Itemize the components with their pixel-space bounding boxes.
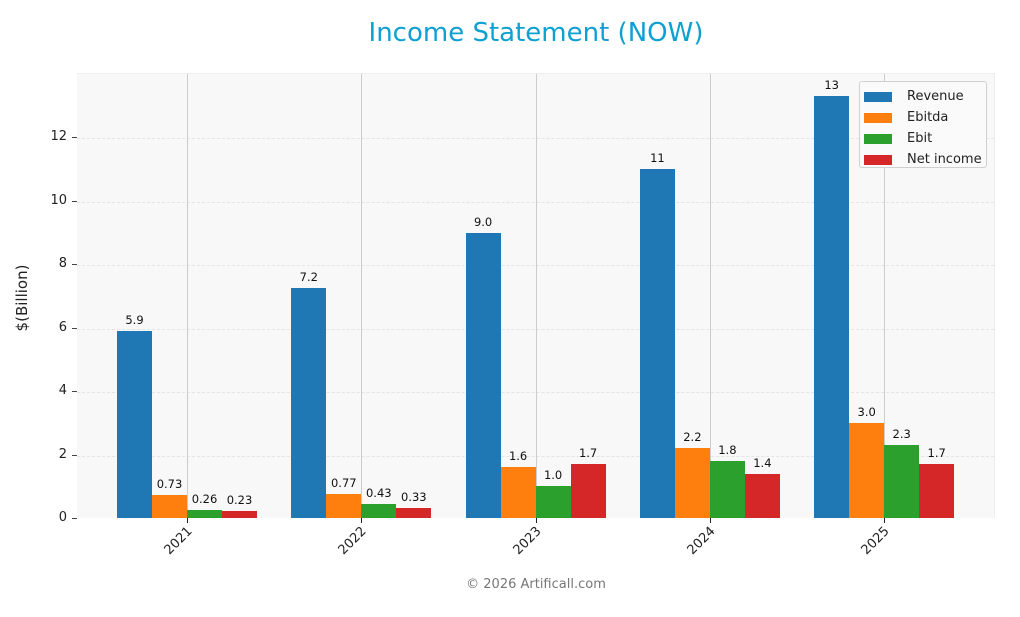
- bar-value-label: 1.0: [543, 468, 563, 483]
- bar-revenue-2025: [814, 96, 850, 518]
- bar-ebitda-2022: [326, 493, 362, 518]
- y-tick-mark: [72, 454, 77, 456]
- horizontal-gridline: [77, 265, 994, 266]
- bar-value-label: 0.73: [156, 476, 183, 491]
- y-tick-label: 10: [50, 192, 67, 208]
- legend-item-ebit: Ebit: [860, 128, 986, 149]
- bar-value-label: 0.33: [400, 489, 427, 504]
- bar-value-label: 3.0: [857, 404, 876, 419]
- y-tick-mark: [72, 264, 77, 265]
- legend-swatch: [864, 133, 892, 144]
- legend: Revenue Ebitda Ebit Net income: [859, 81, 987, 168]
- bar-value-label: 1.4: [753, 455, 772, 470]
- x-tick-label: 2022: [335, 524, 370, 559]
- horizontal-gridline: [77, 138, 994, 139]
- legend-item-net-income: Net income: [860, 149, 986, 170]
- bar-value-label: 2.3: [892, 426, 911, 441]
- vertical-gridline: [884, 74, 886, 518]
- x-tick-mark: [361, 518, 363, 523]
- bar-value-label: 0.26: [191, 491, 218, 506]
- legend-label: Revenue: [907, 89, 964, 104]
- x-tick-mark: [535, 518, 537, 523]
- horizontal-gridline: [77, 455, 994, 457]
- bar-ebit-2021: [187, 509, 222, 518]
- bar-value-label: 1.7: [578, 446, 598, 461]
- x-tick-label: 2021: [161, 524, 196, 559]
- horizontal-gridline: [77, 201, 994, 203]
- x-tick-mark: [187, 518, 188, 523]
- bar-value-label: 9.0: [473, 214, 493, 229]
- bar-revenue-2024: [639, 169, 675, 518]
- bar-value-label: 1.7: [927, 446, 946, 461]
- bar-net-income-2022: [396, 507, 432, 518]
- x-tick-label: 2025: [858, 524, 893, 559]
- legend-label: Ebit: [907, 131, 933, 146]
- vertical-gridline: [361, 74, 363, 518]
- bar-value-label: 11: [650, 151, 665, 166]
- legend-item-ebitda: Ebitda: [860, 107, 986, 128]
- y-tick-mark: [72, 327, 77, 329]
- bar-revenue-2022: [291, 288, 327, 518]
- x-tick-mark: [709, 518, 711, 523]
- legend-label: Ebitda: [907, 110, 949, 125]
- y-tick-mark: [72, 391, 77, 392]
- legend-swatch: [864, 91, 892, 102]
- bar-ebit-2025: [884, 444, 920, 518]
- bar-ebit-2022: [361, 504, 397, 518]
- bar-revenue-2021: [117, 331, 152, 518]
- bar-value-label: 1.8: [718, 442, 737, 457]
- vertical-gridline: [187, 74, 188, 518]
- y-tick-mark: [72, 200, 77, 202]
- bar-value-label: 0.43: [365, 486, 392, 501]
- bar-value-label: 0.77: [330, 475, 357, 490]
- bar-net-income-2024: [744, 473, 780, 518]
- horizontal-gridline: [77, 392, 994, 393]
- bar-ebitda-2024: [674, 448, 710, 518]
- y-tick-label: 4: [58, 383, 67, 398]
- bar-ebitda-2025: [849, 422, 885, 518]
- bar-net-income-2023: [570, 464, 606, 518]
- y-tick-label: 12: [50, 129, 67, 144]
- bar-value-label: 0.23: [226, 492, 253, 507]
- y-tick-label: 8: [58, 256, 67, 271]
- bar-ebit-2024: [709, 460, 745, 518]
- y-tick-mark: [72, 137, 77, 138]
- bar-ebitda-2021: [152, 494, 187, 518]
- bar-value-label: 13: [824, 78, 839, 93]
- legend-swatch: [864, 154, 892, 165]
- horizontal-gridline: [77, 328, 994, 330]
- x-tick-mark: [884, 518, 886, 523]
- bar-value-label: 1.6: [508, 449, 528, 464]
- legend-label: Net income: [907, 152, 982, 167]
- y-tick-label: 2: [58, 446, 67, 462]
- bar-value-label: 7.2: [299, 270, 318, 285]
- y-tick-label: 6: [58, 319, 67, 335]
- chart-title: Income Statement (NOW): [368, 18, 704, 48]
- bar-revenue-2023: [465, 232, 501, 518]
- y-axis-label: $(Billion): [13, 264, 31, 332]
- bar-ebit-2023: [535, 486, 571, 518]
- vertical-gridline: [535, 74, 537, 518]
- bar-value-label: 2.2: [683, 430, 702, 445]
- bar-ebitda-2023: [500, 467, 536, 518]
- y-tick-label: 0: [58, 510, 67, 525]
- bar-value-label: 5.9: [125, 312, 144, 327]
- copyright-footer: © 2026 Artificall.com: [466, 577, 606, 592]
- vertical-gridline: [709, 74, 711, 518]
- bar-net-income-2021: [222, 510, 257, 518]
- legend-item-revenue: Revenue: [860, 86, 986, 107]
- plot-area: [77, 73, 995, 518]
- legend-swatch: [864, 112, 892, 123]
- x-tick-label: 2023: [510, 524, 545, 559]
- x-tick-label: 2024: [684, 524, 719, 559]
- y-tick-mark: [72, 518, 77, 519]
- bar-net-income-2025: [919, 464, 955, 518]
